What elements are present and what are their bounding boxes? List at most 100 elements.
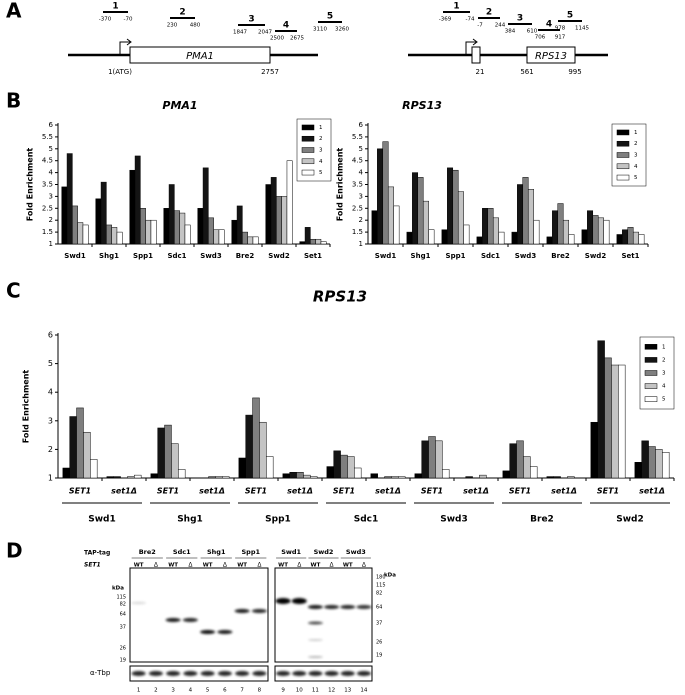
- bar: [134, 155, 141, 245]
- y-tick-label: 3.5: [42, 181, 53, 189]
- lane-number: 2: [154, 688, 158, 694]
- bar: [242, 231, 248, 245]
- position-label: 995: [568, 68, 581, 76]
- bar: [546, 476, 554, 479]
- panel-label: C: [6, 279, 21, 303]
- bar: [604, 357, 612, 479]
- genotype: WT: [237, 563, 247, 569]
- bar: [634, 462, 642, 479]
- loading-band: [252, 671, 267, 676]
- bar: [218, 229, 225, 245]
- marker-label: 26: [376, 640, 382, 646]
- band: [291, 598, 307, 604]
- bar: [428, 229, 435, 245]
- genotype: Δ: [223, 562, 228, 569]
- bar: [441, 229, 448, 245]
- bar: [77, 222, 84, 245]
- bar: [487, 208, 494, 245]
- y-tick-label: 4: [49, 169, 54, 177]
- y-tick-label: 1: [48, 474, 53, 483]
- x-tick-label: SET1: [245, 487, 267, 496]
- marker-label: 37: [376, 621, 382, 627]
- legend-swatch: [644, 383, 658, 389]
- primer-label: 3: [517, 14, 523, 24]
- bar: [213, 229, 220, 245]
- legend-label: 2: [662, 357, 666, 363]
- legend-swatch: [301, 135, 315, 142]
- bar: [164, 424, 172, 479]
- group-label: Spp1: [265, 515, 291, 525]
- bar: [106, 476, 114, 479]
- x-tick-label: Sdc1: [481, 252, 500, 260]
- x-tick-label: set1Δ: [375, 487, 401, 496]
- bar: [315, 238, 322, 245]
- bar: [384, 476, 392, 479]
- bar: [648, 446, 656, 479]
- y-tick-label: 1.5: [352, 228, 363, 236]
- x-tick-label: Spp1: [133, 252, 153, 260]
- y-tick-label: 3: [359, 192, 363, 200]
- primer-label: 2: [179, 8, 185, 18]
- y-tick-label: 6: [359, 121, 364, 129]
- loading-band: [308, 671, 323, 676]
- bar: [627, 227, 634, 245]
- genotype: WT: [134, 563, 144, 569]
- bar: [208, 476, 216, 479]
- marker-label: 180: [376, 575, 386, 581]
- y-tick-label: 4.5: [352, 157, 363, 165]
- x-tick-label: Spp1: [446, 252, 466, 260]
- legend-label: 3: [319, 148, 323, 154]
- y-tick-label: 4.5: [42, 157, 53, 165]
- legend-label: 4: [662, 384, 666, 390]
- tag-label: Shg1: [207, 548, 226, 556]
- bar: [568, 234, 575, 245]
- band: [182, 618, 198, 622]
- bar: [482, 208, 489, 245]
- y-tick-label: 1.5: [42, 228, 53, 236]
- bar: [163, 208, 170, 245]
- bar: [171, 443, 179, 479]
- bar: [286, 160, 293, 245]
- lane-number: 11: [312, 688, 319, 694]
- bar: [370, 473, 378, 479]
- bar: [354, 467, 362, 479]
- bar: [552, 210, 559, 245]
- x-tick-label: Shg1: [99, 252, 119, 260]
- bar: [517, 184, 524, 245]
- primer-start: -7: [477, 23, 483, 29]
- bar: [303, 474, 311, 479]
- primer-label: 2: [486, 8, 492, 18]
- bar: [340, 454, 348, 479]
- lane-number: 9: [281, 688, 285, 694]
- x-tick-label: Swd2: [585, 252, 607, 260]
- x-tick-label: SET1: [333, 487, 355, 496]
- bar: [304, 227, 311, 245]
- bar: [603, 219, 610, 245]
- chart-title: PMA1: [162, 99, 197, 112]
- genotype: Δ: [154, 562, 159, 569]
- group-label: Swd3: [440, 515, 468, 525]
- bar: [465, 476, 473, 479]
- bar: [320, 241, 327, 245]
- genotype: Δ: [297, 562, 302, 569]
- blot-frames: [129, 567, 373, 682]
- bar: [638, 234, 645, 245]
- bar: [463, 224, 470, 245]
- marker-label: 37: [120, 625, 126, 631]
- bar: [414, 473, 422, 479]
- marker-label: 82: [376, 591, 382, 597]
- group-label: Swd2: [616, 515, 644, 525]
- primer-start: 384: [505, 29, 516, 35]
- bar: [82, 224, 89, 245]
- genotype: Δ: [330, 562, 335, 569]
- loading-label: α-Tbp: [90, 669, 111, 677]
- genotype: WT: [168, 563, 178, 569]
- loading-band: [183, 671, 198, 676]
- lane-number: 3: [171, 688, 175, 694]
- bar: [238, 457, 246, 479]
- bar: [95, 198, 102, 245]
- primer-start: 978: [555, 26, 566, 32]
- band: [234, 609, 250, 613]
- panel-label: B: [6, 89, 21, 113]
